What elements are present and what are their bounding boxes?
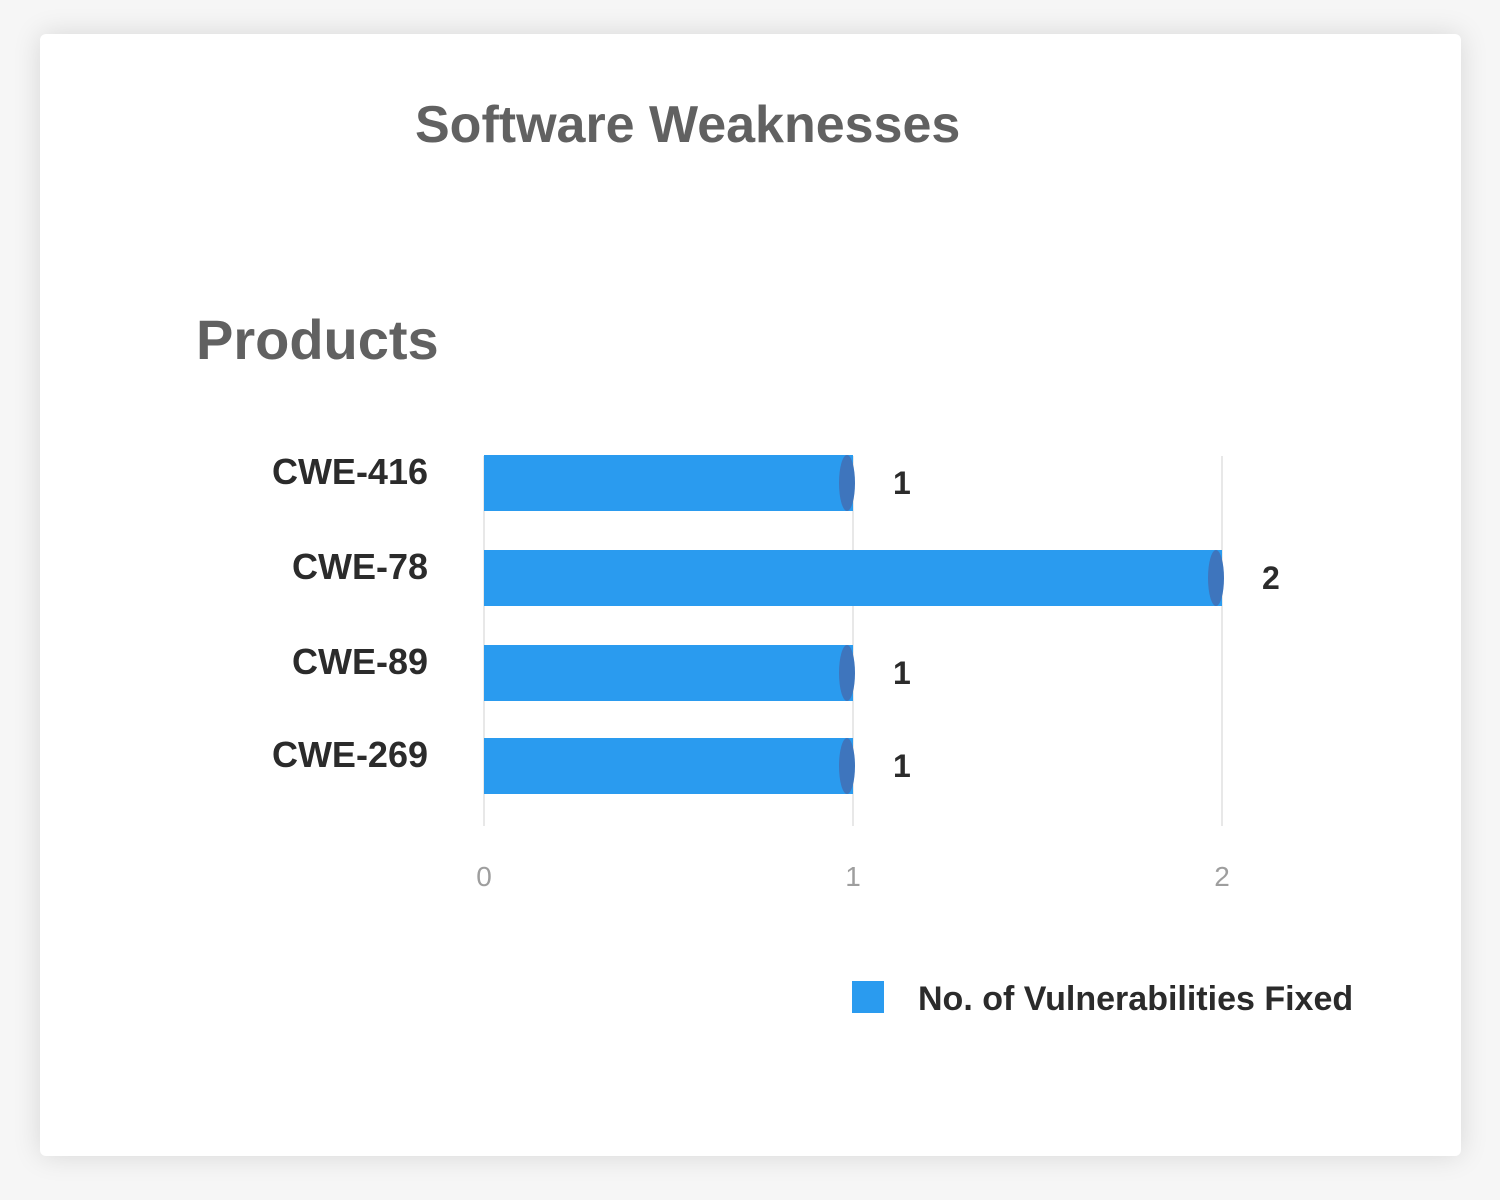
category-label: CWE-269 bbox=[272, 734, 428, 775]
category-label: CWE-89 bbox=[292, 641, 428, 682]
bar-cap bbox=[839, 738, 855, 794]
bar-cap bbox=[839, 455, 855, 511]
bars bbox=[484, 455, 1224, 794]
legend-label: No. of Vulnerabilities Fixed bbox=[918, 980, 1353, 1018]
data-label: 1 bbox=[893, 748, 911, 784]
data-label: 1 bbox=[893, 465, 911, 501]
x-tick-label: 0 bbox=[476, 861, 492, 892]
bar-cwe-269[interactable] bbox=[484, 738, 853, 794]
bar-cwe-78[interactable] bbox=[484, 550, 1222, 606]
x-tick-label: 1 bbox=[845, 861, 861, 892]
category-label: CWE-78 bbox=[292, 546, 428, 587]
x-tick-label: 2 bbox=[1214, 861, 1230, 892]
bar-cap bbox=[1208, 550, 1224, 606]
bar-cwe-89[interactable] bbox=[484, 645, 853, 701]
chart-title: Software Weaknesses bbox=[415, 96, 961, 154]
data-label: 2 bbox=[1262, 560, 1280, 596]
data-label: 1 bbox=[893, 655, 911, 691]
y-axis-title: Products bbox=[196, 308, 439, 371]
bar-cwe-416[interactable] bbox=[484, 455, 853, 511]
bar-cap bbox=[839, 645, 855, 701]
labels: 0 1 2 CWE-416 1 CWE-78 2 CWE-89 1 CWE-269 1 bbox=[272, 451, 1280, 892]
legend-swatch bbox=[852, 981, 884, 1013]
category-label: CWE-416 bbox=[272, 451, 428, 492]
legend[interactable]: No. of Vulnerabilities Fixed bbox=[852, 980, 1353, 1018]
